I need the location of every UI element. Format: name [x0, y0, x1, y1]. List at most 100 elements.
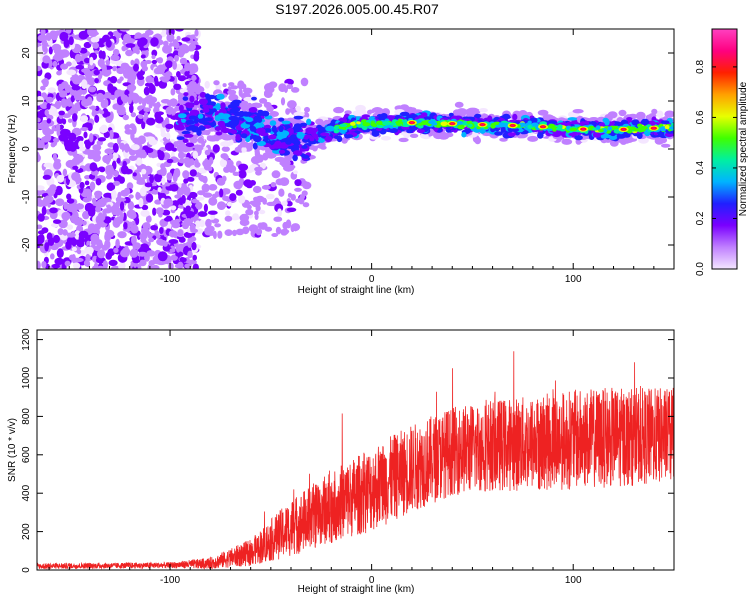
spectrogram-cell — [160, 166, 167, 177]
spectrogram-cell — [150, 37, 159, 47]
spectrogram-cell — [187, 259, 197, 265]
spectrogram-cell — [150, 225, 159, 231]
spectrogram-cell — [383, 125, 388, 129]
spectrogram-cell — [159, 227, 164, 234]
spectrogram-cell — [107, 142, 115, 148]
spectrogram-cell — [162, 44, 172, 54]
spectrogram-cell — [49, 207, 58, 214]
spectrogram-cell — [622, 128, 626, 131]
spectrogram-cell — [103, 131, 110, 139]
spectrogram-cell — [41, 261, 47, 269]
spectrogram-cell — [48, 46, 53, 55]
spectrogram-cell — [119, 76, 124, 81]
spectrogram-cell — [42, 126, 51, 136]
spectrogram-cell — [284, 156, 292, 162]
spectrogram-cell — [62, 229, 68, 236]
spectrogram-cell — [63, 137, 69, 145]
spectrogram-cell — [37, 234, 45, 245]
spectrogram-cell — [255, 204, 261, 212]
spectrogram-cell — [454, 101, 464, 108]
spectrogram-cell — [113, 247, 119, 253]
spectrogram-cell — [238, 177, 245, 186]
spectrogram-cell — [97, 265, 104, 269]
spectrogram-cell — [287, 127, 294, 135]
spectrogram-cell — [181, 130, 191, 135]
spectrogram-cell — [37, 111, 46, 117]
spectrogram-cell — [398, 137, 409, 143]
spectrogram-cell — [130, 144, 140, 151]
spectrogram-cell — [162, 241, 168, 247]
spectrogram-cell — [153, 75, 159, 83]
spectrogram-cell — [253, 135, 262, 143]
spectrogram-cell — [84, 246, 94, 255]
spectrogram-cell — [193, 118, 199, 124]
spectrogram-cell — [243, 96, 253, 102]
spectrogram-cell — [141, 168, 147, 175]
spectrogram-cell — [62, 168, 68, 177]
spectrogram-cell — [168, 230, 178, 238]
spectrogram-cell — [72, 165, 79, 170]
spectrogram-cell — [162, 209, 171, 216]
spectrogram-cell — [235, 134, 241, 141]
spectrogram-cell — [53, 160, 62, 170]
spectrogram-cell — [138, 114, 144, 120]
spectrogram-cell — [610, 132, 616, 137]
spectrogram-cell — [125, 43, 136, 48]
spectrogram-cell — [166, 172, 173, 181]
spectrogram-cell — [97, 137, 107, 142]
spectrogram-cell — [190, 228, 199, 234]
spectrogram-cell — [113, 180, 121, 186]
spectrogram-cell — [263, 101, 272, 109]
spectrogram-cell — [37, 34, 48, 42]
spectrogram-cell — [57, 83, 63, 93]
spectrogram-cell — [137, 75, 145, 81]
spectrogram-cell — [169, 108, 174, 114]
spectrogram-cell — [60, 63, 69, 70]
spectrogram-cell — [174, 54, 179, 62]
spectrogram-cell — [199, 91, 207, 98]
spectrogram-cell — [530, 117, 538, 123]
spectrogram-cell — [301, 145, 308, 149]
spectrogram-cell — [499, 137, 508, 142]
spectrogram-cell — [268, 153, 275, 159]
spectrogram-cell — [169, 42, 174, 47]
spectrogram-cell — [195, 201, 203, 210]
spectrogram-cell — [243, 179, 253, 188]
spectrogram-cell — [188, 115, 197, 120]
spectrogram-cell — [278, 188, 285, 197]
spectrogram-cell — [140, 209, 150, 217]
spectrogram-cell — [618, 109, 627, 117]
spectrogram-cell — [82, 188, 92, 197]
spectrogram-cell — [82, 210, 90, 220]
spectrogram-cell — [537, 132, 544, 139]
spectrogram-cell — [193, 100, 200, 106]
spectrogram-cell — [120, 249, 130, 258]
spectrogram-cell — [254, 166, 263, 172]
spectrogram-cell — [170, 88, 176, 96]
spectrogram-cell — [164, 142, 175, 151]
spectrogram-cell — [176, 35, 181, 41]
spectrogram-cell — [148, 237, 155, 243]
spectrogram-cell — [232, 229, 237, 237]
snr-ytick-label: 1000 — [21, 366, 32, 389]
snr-ytick-label: 1200 — [21, 328, 32, 351]
spectrogram-cell — [197, 125, 206, 131]
spectrogram-cell — [309, 136, 315, 142]
spectrogram-cell — [269, 111, 279, 117]
spectrogram-cell — [51, 107, 58, 117]
spectrogram-cell — [85, 253, 91, 263]
spectrogram-cell — [202, 107, 210, 113]
spectrogram-cell — [281, 120, 291, 125]
spectrogram-cell — [493, 121, 501, 126]
spectrogram-cell — [222, 154, 229, 161]
spectrogram-cell — [191, 241, 197, 251]
spectrogram-cell — [636, 132, 643, 139]
spectrogram-cell — [72, 113, 78, 122]
spectrogram-cell — [602, 128, 608, 133]
spectrogram-cell — [339, 123, 348, 128]
spectrogram-cell — [170, 98, 177, 107]
spectrogram-cell — [111, 189, 117, 200]
spectrogram-cell — [59, 31, 69, 42]
